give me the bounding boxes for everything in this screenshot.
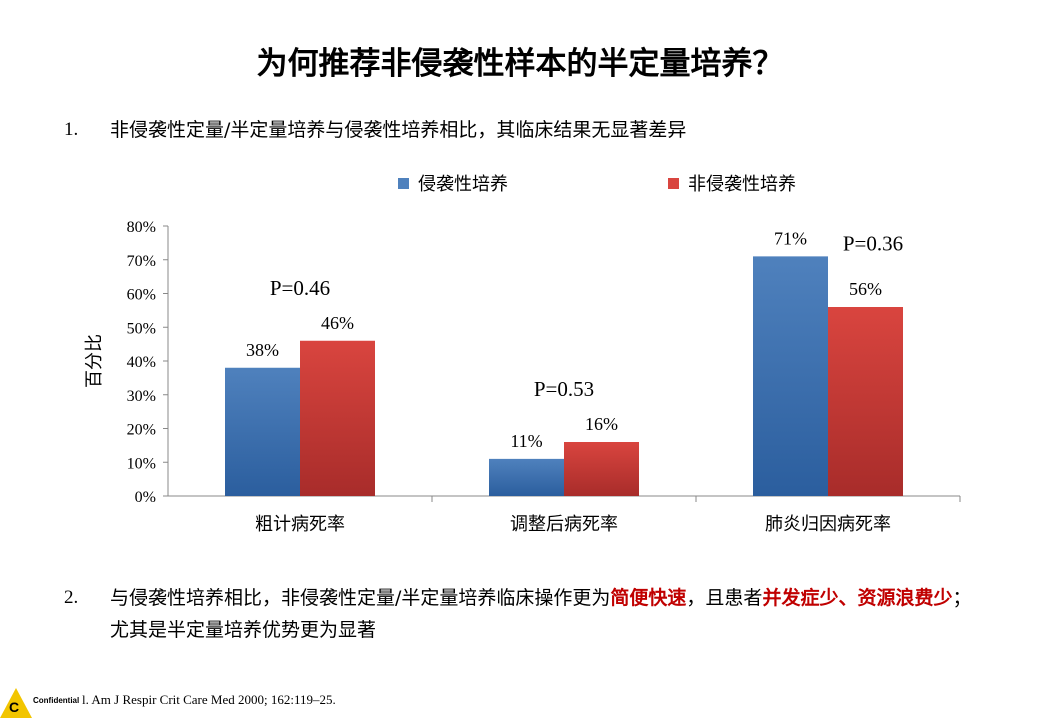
data-label: 56% <box>849 279 882 299</box>
citation: l. Am J Respir Crit Care Med 2000; 162:1… <box>82 692 336 707</box>
y-tick-label: 70% <box>127 253 156 270</box>
point-2-seg3: ；尤其是半定量培养优势更为显著 <box>110 587 972 641</box>
point-2-seg2: ，且患者 <box>686 587 763 609</box>
point-2: 2. 与侵袭性培养相比，非侵袭性定量/半定量培养临床操作更为简便快速，且患者并发… <box>64 582 984 646</box>
point-2-text: 与侵袭性培养相比，非侵袭性定量/半定量培养临床操作更为简便快速，且患者并发症少、… <box>110 582 984 646</box>
y-tick-label: 0% <box>135 489 156 506</box>
point-2-highlight-1: 简便快速 <box>610 587 687 609</box>
legend-swatch <box>398 178 409 189</box>
bar-invasive <box>489 458 564 496</box>
chart-legend: 侵袭性培养 非侵袭性培养 <box>398 174 796 195</box>
data-label: 46% <box>321 313 354 333</box>
y-tick-label: 80% <box>127 219 156 236</box>
legend-label: 非侵袭性培养 <box>688 174 796 195</box>
slide-title: 为何推荐非侵袭性样本的半定量培养？ <box>256 46 784 82</box>
bar-chart: 侵袭性培养 非侵袭性培养 0% 10% 20% 30% 40% 50% 60% 70% 80% 百分… <box>84 174 961 535</box>
legend-swatch <box>668 178 679 189</box>
data-label: 38% <box>246 340 279 360</box>
point-2-seg1: 与侵袭性培养相比，非侵袭性定量/半定量培养临床操作更为 <box>110 587 611 609</box>
p-value-label: P=0.46 <box>270 276 330 300</box>
legend-label: 侵袭性培养 <box>418 174 508 195</box>
bar-noninvasive <box>300 340 375 496</box>
logo-triangle-icon <box>0 688 32 718</box>
data-label: 11% <box>510 431 542 451</box>
chart-bars <box>225 256 903 496</box>
p-value-label: P=0.36 <box>843 231 903 255</box>
bar-noninvasive <box>564 442 639 496</box>
y-tick-label: 60% <box>127 287 156 304</box>
y-tick-label: 10% <box>127 455 156 472</box>
data-label: 71% <box>774 228 807 248</box>
point-1-text: 非侵袭性定量/半定量培养与侵袭性培养相比，其临床结果无显著差异 <box>110 119 687 141</box>
chart-labels: 38% 46% P=0.46 11% 16% P=0.53 71% 56% P=0.36 <box>246 228 903 451</box>
y-tick-label: 40% <box>127 354 156 371</box>
point-1: 1. 非侵袭性定量/半定量培养与侵袭性培养相比，其临床结果无显著差异 <box>64 114 984 146</box>
point-2-number: 2. <box>64 587 79 608</box>
y-tick-label: 50% <box>127 320 156 337</box>
x-tick-label: 肺炎归因病死率 <box>765 514 891 535</box>
bar-invasive <box>753 256 828 496</box>
point-2-highlight-2: 并发症少、资源浪费少 <box>762 587 953 609</box>
bar-noninvasive <box>828 307 903 496</box>
y-tick-label: 30% <box>127 388 156 405</box>
y-tick-label: 20% <box>127 422 156 439</box>
x-tick-label: 调整后病死率 <box>510 514 618 535</box>
bar-invasive <box>225 367 300 496</box>
y-axis-label: 百分比 <box>84 334 105 388</box>
point-1-number: 1. <box>64 119 79 140</box>
x-tick-label: 粗计病死率 <box>255 514 345 535</box>
confidential-label: Confidential <box>33 696 81 705</box>
p-value-label: P=0.53 <box>534 377 594 401</box>
footer: C l. Am J Respir Crit Care Med 2000; 162… <box>0 680 1040 720</box>
data-label: 16% <box>585 414 618 434</box>
logo-letter: C <box>9 699 20 715</box>
